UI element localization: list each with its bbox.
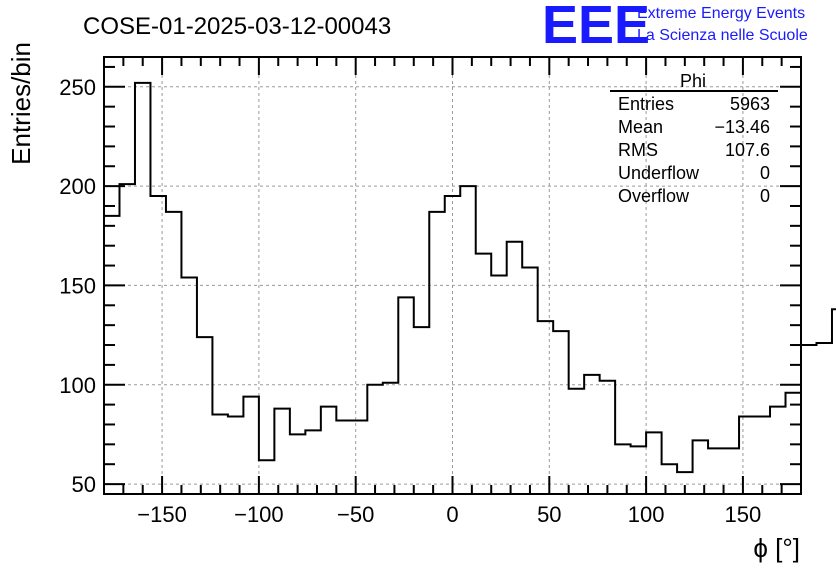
bin-35 [646, 432, 661, 494]
bin-33 [615, 444, 630, 494]
bin-16 [352, 421, 367, 494]
bin-42 [755, 417, 770, 494]
bin-31 [584, 375, 599, 494]
stats-label-underflow: Underflow [618, 163, 700, 183]
stats-value-entries: 5963 [730, 94, 770, 114]
bin-15 [336, 421, 351, 494]
bin-2 [135, 83, 150, 494]
bin-25 [491, 276, 506, 495]
x-tick-label-1: −100 [234, 502, 284, 527]
histogram-outline [104, 81, 836, 474]
x-axis-label: ϕ [°] [753, 533, 800, 563]
bin-45 [801, 345, 816, 494]
bin-20 [414, 327, 429, 494]
stats-box: Phi Entries 5963 Mean −13.46 RMS 107.6 Underfl… [610, 71, 778, 206]
y-tick-label-0: 50 [72, 472, 96, 497]
bin-11 [274, 409, 289, 494]
stats-label-rms: RMS [618, 140, 658, 160]
bin-23 [460, 186, 475, 494]
logo-mark: EEE [542, 0, 650, 55]
stats-label-overflow: Overflow [618, 186, 690, 206]
bin-40 [724, 448, 739, 494]
bin-38 [693, 440, 708, 494]
stats-title: Phi [680, 71, 706, 91]
y-tick-label-2: 150 [59, 273, 96, 298]
bin-17 [367, 385, 382, 494]
bin-9 [243, 397, 258, 494]
bin-43 [770, 407, 785, 494]
bin-4 [166, 212, 181, 494]
bin-41 [739, 417, 754, 494]
bin-34 [631, 446, 646, 494]
x-tick-label-0: −150 [137, 502, 187, 527]
bin-14 [321, 407, 336, 494]
eee-logo: EEE Extreme Energy Events La Scienza nel… [542, 0, 808, 55]
x-tick-label-3: 0 [446, 502, 458, 527]
bin-8 [228, 417, 243, 494]
x-tick-labels: −150 −100 −50 0 50 100 150 [137, 502, 761, 527]
bin-21 [429, 212, 444, 494]
bin-22 [445, 196, 460, 494]
logo-line-2: La Scienza nelle Scuole [637, 27, 808, 44]
bin-28 [538, 321, 553, 494]
stats-rows: Entries 5963 Mean −13.46 RMS 107.6 Underflow 0 O… [618, 94, 770, 206]
stats-value-mean: −13.46 [714, 117, 770, 137]
bin-26 [507, 242, 522, 494]
x-tick-label-4: 50 [537, 502, 561, 527]
bin-0 [104, 216, 119, 494]
stats-label-mean: Mean [618, 117, 663, 137]
bin-18 [383, 383, 398, 494]
bin-3 [150, 196, 165, 494]
bin-30 [569, 389, 584, 494]
stats-label-entries: Entries [618, 94, 674, 114]
bin-1 [119, 184, 134, 494]
bin-13 [305, 430, 320, 494]
bin-5 [181, 277, 196, 494]
y-tick-label-3: 200 [59, 174, 96, 199]
stats-value-underflow: 0 [760, 163, 770, 183]
bin-6 [197, 337, 212, 494]
bin-46 [816, 343, 831, 494]
chart-title: COSE-01-2025-03-12-00043 [83, 13, 391, 40]
bin-7 [212, 415, 227, 494]
y-tick-labels: 50 100 150 200 250 [59, 75, 96, 497]
bin-27 [522, 268, 537, 494]
bin-39 [708, 448, 723, 494]
bin-10 [259, 460, 274, 494]
bin-19 [398, 297, 413, 494]
y-axis-label: Entries/bin [6, 42, 36, 165]
bin-29 [553, 331, 568, 494]
stats-value-overflow: 0 [760, 186, 770, 206]
bin-36 [662, 464, 677, 494]
axis-ticks [103, 57, 802, 494]
y-tick-label-1: 100 [59, 373, 96, 398]
y-tick-label-4: 250 [59, 75, 96, 100]
logo-line-1: Extreme Energy Events [637, 5, 805, 22]
bin-24 [476, 254, 491, 494]
bin-32 [600, 381, 615, 494]
bin-47 [832, 309, 836, 494]
x-tick-label-5: 100 [628, 502, 665, 527]
x-tick-label-2: −50 [337, 502, 374, 527]
x-tick-label-6: 150 [725, 502, 762, 527]
stats-value-rms: 107.6 [725, 140, 770, 160]
